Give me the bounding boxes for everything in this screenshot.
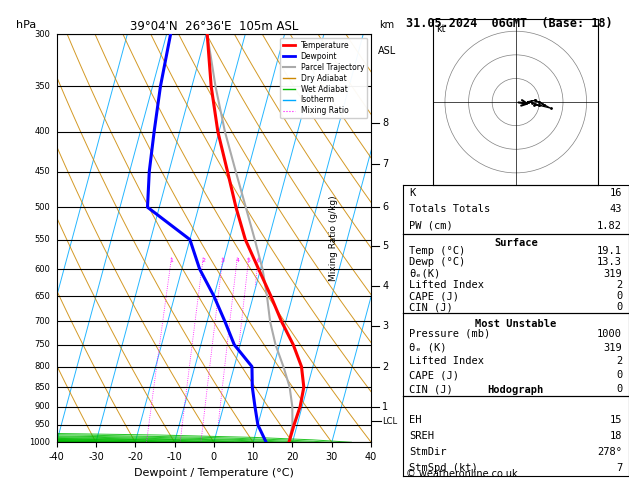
Text: 1000: 1000 [597,329,622,339]
Text: 850: 850 [35,382,50,392]
Text: 31.05.2024  06GMT  (Base: 18): 31.05.2024 06GMT (Base: 18) [406,17,612,30]
Text: 7: 7 [616,463,622,473]
Text: CAPE (J): CAPE (J) [409,291,459,301]
Text: 2: 2 [616,356,622,366]
Text: Lifted Index: Lifted Index [409,356,484,366]
Text: 650: 650 [35,292,50,301]
Text: 800: 800 [35,362,50,371]
Text: 1: 1 [382,401,388,412]
Text: 600: 600 [35,264,50,274]
Text: 0: 0 [616,370,622,381]
Text: 8: 8 [382,118,388,128]
Text: kt: kt [437,24,446,35]
Text: 319: 319 [603,269,622,278]
Text: 4: 4 [235,258,239,262]
Text: 4: 4 [382,280,388,291]
Text: 950: 950 [35,420,50,429]
Text: 6: 6 [257,258,260,262]
Text: 6: 6 [382,202,388,212]
Text: Totals Totals: Totals Totals [409,205,491,214]
Text: K: K [409,188,416,198]
Text: EH: EH [409,415,422,425]
Text: 3: 3 [382,321,388,331]
Text: 0: 0 [616,384,622,394]
Text: hPa: hPa [16,20,36,30]
Text: StmDir: StmDir [409,447,447,457]
Text: 3: 3 [221,258,225,262]
Text: 750: 750 [35,340,50,349]
Text: CIN (J): CIN (J) [409,384,453,394]
Title: 39°04'N  26°36'E  105m ASL: 39°04'N 26°36'E 105m ASL [130,20,298,33]
Text: © weatheronline.co.uk: © weatheronline.co.uk [406,469,517,479]
Text: 5: 5 [382,241,388,251]
Text: 1000: 1000 [30,438,50,447]
Text: 16: 16 [610,188,622,198]
Text: 18: 18 [610,431,622,441]
Text: 350: 350 [35,82,50,91]
Text: km: km [379,20,394,30]
Text: 13.3: 13.3 [597,258,622,267]
Text: 5: 5 [247,258,251,262]
Text: Dewp (°C): Dewp (°C) [409,258,465,267]
Text: 2: 2 [201,258,205,262]
Text: 0: 0 [616,291,622,301]
Text: 900: 900 [35,402,50,411]
Text: 7: 7 [382,159,388,169]
X-axis label: Dewpoint / Temperature (°C): Dewpoint / Temperature (°C) [134,468,294,478]
Text: Surface: Surface [494,238,538,248]
Text: 2: 2 [616,280,622,290]
Text: 400: 400 [35,127,50,136]
Text: Mixing Ratio (g/kg): Mixing Ratio (g/kg) [329,195,338,281]
Legend: Temperature, Dewpoint, Parcel Trajectory, Dry Adiabat, Wet Adiabat, Isotherm, Mi: Temperature, Dewpoint, Parcel Trajectory… [280,38,367,119]
Text: Lifted Index: Lifted Index [409,280,484,290]
Text: 0: 0 [616,302,622,312]
Text: Hodograph: Hodograph [487,384,544,395]
Text: 500: 500 [35,203,50,212]
Text: θₑ(K): θₑ(K) [409,269,440,278]
Text: 15: 15 [610,415,622,425]
Text: 1: 1 [170,258,174,262]
Text: SREH: SREH [409,431,435,441]
Text: 1.82: 1.82 [597,221,622,231]
Text: 700: 700 [35,317,50,326]
Text: LCL: LCL [382,417,398,426]
Text: PW (cm): PW (cm) [409,221,453,231]
Text: 2: 2 [382,362,388,372]
Text: 550: 550 [35,235,50,244]
Text: CAPE (J): CAPE (J) [409,370,459,381]
Text: StmSpd (kt): StmSpd (kt) [409,463,478,473]
Text: 319: 319 [603,343,622,353]
Text: 43: 43 [610,205,622,214]
Text: Most Unstable: Most Unstable [475,319,557,329]
Text: Pressure (mb): Pressure (mb) [409,329,491,339]
Text: θₑ (K): θₑ (K) [409,343,447,353]
Text: 450: 450 [35,167,50,176]
Text: 278°: 278° [597,447,622,457]
Text: Temp (°C): Temp (°C) [409,246,465,256]
Text: ASL: ASL [377,46,396,56]
Text: 300: 300 [35,30,50,38]
Text: 19.1: 19.1 [597,246,622,256]
Text: CIN (J): CIN (J) [409,302,453,312]
